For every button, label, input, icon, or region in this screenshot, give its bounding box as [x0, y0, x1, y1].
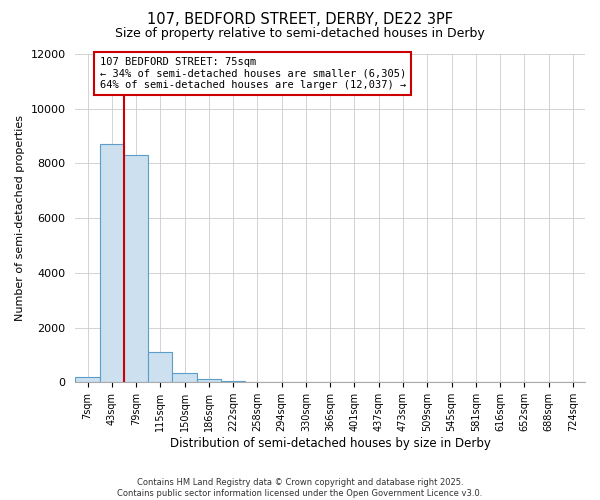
Bar — [124, 155, 148, 382]
Text: 107 BEDFORD STREET: 75sqm
← 34% of semi-detached houses are smaller (6,305)
64% : 107 BEDFORD STREET: 75sqm ← 34% of semi-… — [100, 56, 406, 90]
Bar — [197, 380, 221, 382]
Bar — [100, 144, 124, 382]
Bar — [172, 372, 197, 382]
Bar — [221, 381, 245, 382]
Bar — [76, 377, 100, 382]
Text: Contains HM Land Registry data © Crown copyright and database right 2025.
Contai: Contains HM Land Registry data © Crown c… — [118, 478, 482, 498]
X-axis label: Distribution of semi-detached houses by size in Derby: Distribution of semi-detached houses by … — [170, 437, 491, 450]
Text: 107, BEDFORD STREET, DERBY, DE22 3PF: 107, BEDFORD STREET, DERBY, DE22 3PF — [147, 12, 453, 28]
Text: Size of property relative to semi-detached houses in Derby: Size of property relative to semi-detach… — [115, 28, 485, 40]
Y-axis label: Number of semi-detached properties: Number of semi-detached properties — [15, 115, 25, 321]
Bar — [148, 352, 172, 382]
